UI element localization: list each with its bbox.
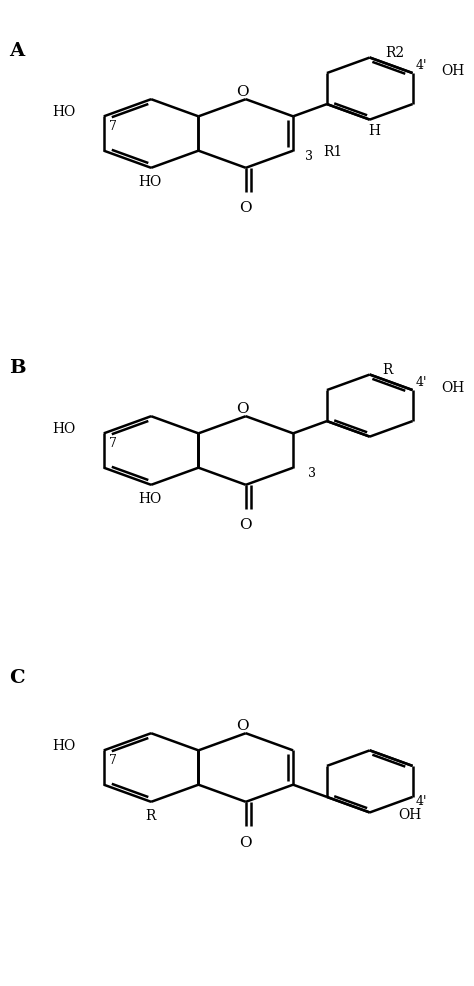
Text: 7: 7 xyxy=(109,753,117,767)
Text: HO: HO xyxy=(52,740,75,753)
Text: R: R xyxy=(383,363,393,377)
Text: O: O xyxy=(239,835,252,850)
Text: O: O xyxy=(237,85,249,99)
Text: A: A xyxy=(9,42,24,60)
Text: OH: OH xyxy=(398,808,421,822)
Text: HO: HO xyxy=(52,422,75,437)
Text: 7: 7 xyxy=(109,119,117,133)
Text: 3: 3 xyxy=(308,467,316,480)
Text: OH: OH xyxy=(441,382,465,395)
Text: C: C xyxy=(9,669,25,687)
Text: HO: HO xyxy=(138,492,162,506)
Text: 4': 4' xyxy=(415,59,427,72)
Text: R2: R2 xyxy=(385,45,404,59)
Text: OH: OH xyxy=(441,64,465,78)
Text: 3: 3 xyxy=(305,150,312,163)
Text: H: H xyxy=(368,124,380,138)
Text: O: O xyxy=(239,519,252,532)
Text: 4': 4' xyxy=(415,377,427,389)
Text: R: R xyxy=(145,809,155,822)
Text: HO: HO xyxy=(138,175,162,188)
Text: O: O xyxy=(237,719,249,733)
Text: B: B xyxy=(9,359,26,377)
Text: O: O xyxy=(237,402,249,416)
Text: 4': 4' xyxy=(415,796,427,809)
Text: O: O xyxy=(239,201,252,216)
Text: R1: R1 xyxy=(323,145,343,160)
Text: HO: HO xyxy=(52,106,75,119)
Text: 7: 7 xyxy=(109,437,117,450)
